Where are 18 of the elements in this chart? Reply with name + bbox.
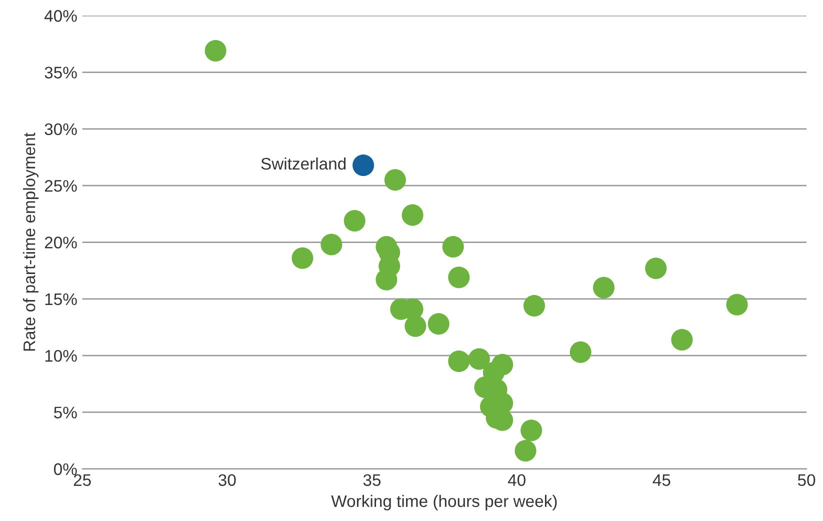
annotation: Switzerland xyxy=(261,157,346,170)
x-tick-label: 45 xyxy=(652,474,670,486)
y-tick-label: 0% xyxy=(54,463,77,476)
x-tick-label: 40 xyxy=(508,474,526,486)
y-tick-label: 10% xyxy=(45,350,77,362)
y-tick-label: 35% xyxy=(44,66,77,78)
x-axis-title: Working time (hours per week) xyxy=(331,494,557,510)
y-tick-label: 40% xyxy=(44,10,77,22)
x-tick-label: 30 xyxy=(218,474,236,486)
y-tick-label: 15% xyxy=(45,293,77,306)
x-tick-label: 50 xyxy=(798,474,816,486)
y-tick-label: 5% xyxy=(54,406,77,418)
y-axis-title: Rate of part-time employment xyxy=(22,132,39,351)
y-tick-label: 30% xyxy=(44,123,77,136)
x-tick-label: 35 xyxy=(363,474,381,486)
x-tick-label: 25 xyxy=(74,474,91,486)
y-tick-label: 25% xyxy=(44,180,77,192)
y-tick-label: 20% xyxy=(44,236,77,248)
